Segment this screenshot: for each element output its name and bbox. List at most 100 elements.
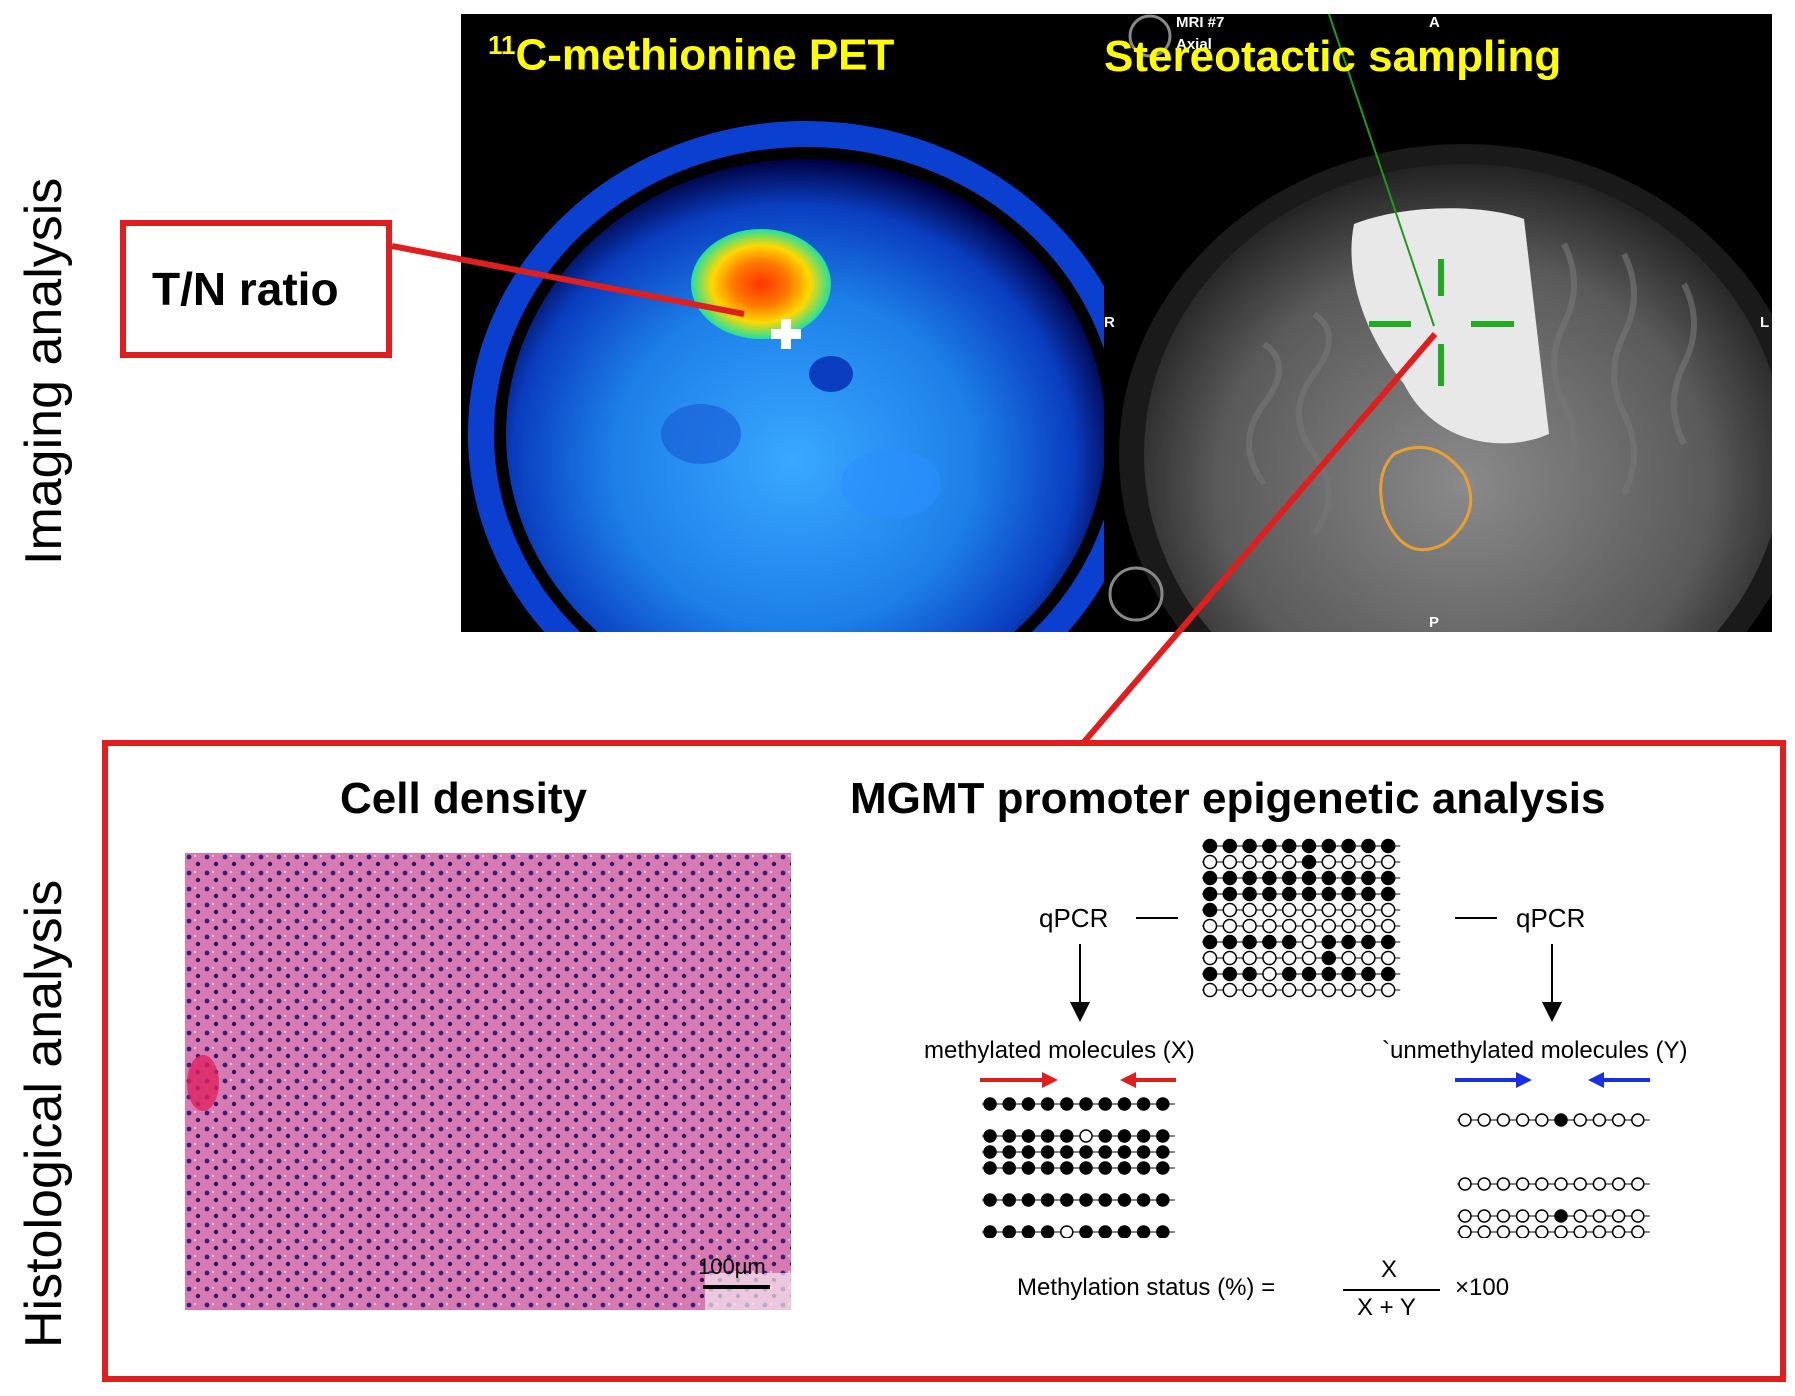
methylated-site-dot xyxy=(1021,1145,1036,1159)
methylated-site-dot xyxy=(1242,886,1257,902)
methylated-site-dot xyxy=(1202,934,1218,950)
methylated-site-dot xyxy=(1079,1097,1093,1111)
methylated-site-dot xyxy=(1117,1145,1132,1159)
methylated-site-dot xyxy=(1281,934,1297,950)
unmethylated-site-dot xyxy=(1515,1209,1530,1223)
methylated-site-dot xyxy=(1321,950,1337,966)
methylated-site-dot xyxy=(1380,886,1396,902)
unmethylated-site-dot xyxy=(1380,982,1396,998)
methylated-site-dot xyxy=(1341,838,1356,854)
unmethylated-site-dot xyxy=(1281,902,1297,918)
unmethylated-site-dot xyxy=(1496,1177,1511,1191)
unmethylated-site-dot xyxy=(1321,918,1337,934)
unmethylated-site-dot xyxy=(1301,982,1317,998)
unmethylated-site-dot xyxy=(1380,950,1396,966)
unmethylated-site-dot xyxy=(1631,1209,1645,1223)
unmethylated-site-dot xyxy=(1631,1113,1645,1127)
methylated-site-dot xyxy=(1202,838,1218,854)
unmethylated-site-dot xyxy=(1242,950,1257,966)
unmethylated-site-dot xyxy=(1341,950,1356,966)
qpcr-left-dash xyxy=(1136,917,1178,919)
methylated-site-dot xyxy=(1222,870,1238,886)
unmethylated-site-dot xyxy=(1281,950,1297,966)
unmethylated-site-dot xyxy=(1477,1225,1491,1238)
methylated-site-dot xyxy=(1242,838,1257,854)
methylated-site-dot xyxy=(1361,886,1376,902)
methylated-site-dot xyxy=(1321,838,1337,854)
methylated-site-dot xyxy=(1341,870,1356,886)
methylated-site-dot xyxy=(1222,886,1238,902)
qpcr-right-label: qPCR xyxy=(1516,903,1586,933)
scale-bar-label: 100μm xyxy=(698,1254,766,1279)
qpcr-left-label: qPCR xyxy=(1039,903,1109,933)
methylated-site-dot xyxy=(1117,1097,1132,1111)
unmethylated-site-dot xyxy=(1222,902,1238,918)
unmethylated-site-dot xyxy=(1611,1209,1626,1223)
unmethylated-site-dot xyxy=(1535,1113,1549,1127)
unmethylated-site-dot xyxy=(1515,1225,1530,1238)
formula-numerator: X xyxy=(1381,1256,1398,1283)
methylated-site-dot xyxy=(1098,1225,1112,1238)
unmethylated-site-dot xyxy=(1573,1209,1587,1223)
methylated-site-dot xyxy=(1242,870,1257,886)
unmethylated-site-dot xyxy=(1222,854,1238,870)
unmethylated-site-dot xyxy=(1477,1209,1491,1223)
orient-left: L xyxy=(1760,314,1770,331)
methylated-site-dot xyxy=(1321,886,1337,902)
methylated-site-dot xyxy=(1156,1097,1170,1111)
methylated-site-dot xyxy=(1554,1209,1568,1223)
methylated-site-dot xyxy=(1156,1225,1170,1238)
unmethylated-site-dot xyxy=(1281,854,1297,870)
unmethylated-site-dot xyxy=(1554,1225,1568,1238)
unmethylated-site-dot xyxy=(1458,1177,1472,1191)
unmethylated-site-dot xyxy=(1262,950,1277,966)
unmethylated-site-dot xyxy=(1554,1177,1568,1191)
pet-image xyxy=(461,14,1104,632)
methylated-site-dot xyxy=(1117,1129,1132,1143)
mgmt-title: MGMT promoter epigenetic analysis xyxy=(850,774,1606,823)
methylated-site-dot xyxy=(1040,1193,1055,1207)
pet-title-text: C-methionine PET xyxy=(515,30,895,80)
methylated-site-dot xyxy=(1002,1161,1016,1175)
unmethylated-site-dot xyxy=(1515,1177,1530,1191)
methylated-site-dot xyxy=(1136,1193,1151,1207)
methylated-site-dot xyxy=(1136,1225,1151,1238)
unmethylated-site-dot xyxy=(1361,950,1376,966)
unmethylated-site-dot xyxy=(1242,918,1257,934)
methylated-site-dot xyxy=(983,1193,997,1207)
unmethylated-site-dot xyxy=(1281,982,1297,998)
methylated-site-dot xyxy=(1380,934,1396,950)
methylated-site-dot xyxy=(1361,838,1376,854)
unmethylated-site-dot xyxy=(1535,1177,1549,1191)
pet-title-superscript: 11 xyxy=(488,30,516,60)
unmethylated-site-dot xyxy=(1515,1113,1530,1127)
methylated-site-dot xyxy=(1156,1129,1170,1143)
unmethylated-site-dot xyxy=(1341,854,1356,870)
unmethylated-site-dot xyxy=(1592,1209,1607,1223)
unmethylated-site-dot xyxy=(1573,1225,1587,1238)
unmethylated-site-dot xyxy=(1262,854,1277,870)
methylated-site-dot xyxy=(1002,1097,1016,1111)
methylated-site-dot xyxy=(1117,1193,1132,1207)
unmethylated-site-dot xyxy=(1611,1113,1626,1127)
methylated-site-dot xyxy=(1040,1225,1055,1238)
methylated-site-dot xyxy=(1262,870,1277,886)
methylated-site-dot xyxy=(983,1225,997,1238)
unmethylated-site-dot xyxy=(1361,854,1376,870)
methylated-site-dot xyxy=(983,1161,997,1175)
mgmt-grid-methylated xyxy=(982,1097,1175,1238)
methylated-site-dot xyxy=(1281,966,1297,982)
methylated-site-dot xyxy=(1380,870,1396,886)
unmethylated-site-dot xyxy=(1079,1129,1093,1143)
methylated-site-dot xyxy=(1098,1161,1112,1175)
unmethylated-site-dot xyxy=(1631,1225,1645,1238)
unmethylated-site-dot xyxy=(1202,950,1218,966)
mri-title: Stereotactic sampling xyxy=(1104,32,1562,81)
unmethylated-site-dot xyxy=(1535,1209,1549,1223)
methylated-site-dot xyxy=(1060,1097,1074,1111)
unmethylated-site-dot xyxy=(1321,982,1337,998)
unmethylated-label: `unmethylated molecules (Y) xyxy=(1382,1037,1688,1064)
methylated-site-dot xyxy=(1262,934,1277,950)
methylated-site-dot xyxy=(1079,1161,1093,1175)
histology-image xyxy=(185,853,791,1310)
